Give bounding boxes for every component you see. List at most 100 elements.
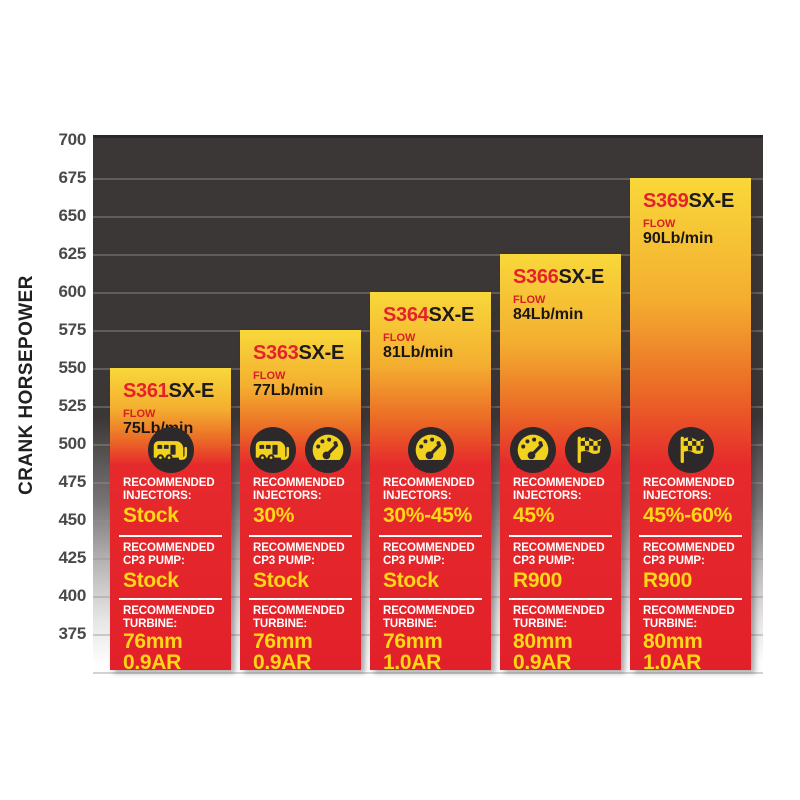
y-axis-label: 375 — [58, 624, 87, 643]
injectors-label: RECOMMENDED INJECTORS: — [383, 477, 475, 502]
divider — [249, 535, 352, 537]
injectors-value: 30% — [253, 504, 295, 527]
injectors-label: RECOMMENDED INJECTORS: — [253, 477, 345, 502]
divider — [639, 598, 742, 600]
model-name: S364SX-E — [383, 305, 483, 326]
model-prefix: S361 — [123, 380, 169, 402]
rv-icon — [147, 427, 194, 473]
flow-value: 77Lb/min — [253, 382, 324, 399]
divider — [119, 535, 222, 537]
y-axis-label: 450 — [58, 510, 87, 529]
y-axis-label: 675 — [58, 168, 87, 187]
icon-row — [630, 427, 751, 473]
turbine-label: RECOMMENDED TURBINE: — [383, 605, 475, 630]
icon-row — [240, 427, 361, 473]
y-axis-label: 575 — [58, 320, 87, 339]
flow-label: FLOW — [253, 370, 286, 382]
y-axis: 700 675 650 625 600 575 550 525 500 475 … — [0, 130, 87, 643]
y-axis-label: 400 — [58, 586, 87, 605]
model-suffix: SX-E — [688, 190, 735, 212]
gauge-icon — [407, 427, 454, 473]
gauge-icon — [305, 427, 351, 473]
injectors-value: 45% — [513, 504, 555, 527]
bar-s366sx-e: S366SX-E FLOW 84Lb/min — [500, 254, 621, 673]
divider — [639, 535, 742, 537]
bar-s363sx-e: S363SX-E FLOW 77Lb/min — [240, 330, 361, 674]
y-axis-label: 550 — [58, 358, 87, 377]
injectors-value: 45%-60% — [643, 504, 732, 527]
model-name: S366SX-E — [513, 267, 613, 288]
cp3-pump-label: RECOMMENDED CP3 PUMP: — [643, 542, 735, 567]
bar-header: S366SX-E FLOW 84Lb/min — [500, 254, 621, 324]
rv-icon — [250, 427, 296, 473]
y-axis-label: 600 — [58, 282, 87, 301]
injectors-label: RECOMMENDED INJECTORS: — [123, 477, 215, 502]
y-axis-label: 700 — [58, 130, 87, 149]
bar-s364sx-e: S364SX-E FLOW 81Lb/min RECOMMENDED INJECT… — [370, 292, 491, 674]
turbine-value: 76mm 0.9AR — [123, 630, 183, 674]
bar-specs: RECOMMENDED INJECTORS: 30%-45% RECOMMENDE… — [370, 425, 491, 674]
flow-label: FLOW — [123, 408, 156, 420]
bar-s369sx-e: S369SX-E FLOW 90Lb/min RECOMMENDED I — [630, 178, 751, 674]
gauge-icon — [510, 427, 556, 473]
model-suffix: SX-E — [168, 380, 215, 402]
flow-value: 90Lb/min — [643, 230, 714, 247]
flow-label: FLOW — [513, 294, 546, 306]
bar-header: S369SX-E FLOW 90Lb/min — [630, 178, 751, 248]
divider — [379, 535, 482, 537]
model-suffix: SX-E — [558, 266, 605, 288]
cp3-pump-value: Stock — [253, 569, 309, 592]
cp3-pump-label: RECOMMENDED CP3 PUMP: — [383, 542, 475, 567]
bar-specs: RECOMMENDED INJECTORS: 45%-60% RECOMMENDE… — [630, 425, 751, 674]
injectors-label: RECOMMENDED INJECTORS: — [513, 477, 605, 502]
divider — [509, 598, 612, 600]
turbine-value: 76mm 1.0AR — [383, 630, 443, 674]
divider — [119, 598, 222, 600]
injectors-label: RECOMMENDED INJECTORS: — [643, 477, 735, 502]
cp3-pump-label: RECOMMENDED CP3 PUMP: — [123, 542, 215, 567]
flow-value: 81Lb/min — [383, 344, 454, 361]
cp3-pump-label: RECOMMENDED CP3 PUMP: — [253, 542, 345, 567]
icon-row — [500, 427, 621, 473]
turbine-label: RECOMMENDED TURBINE: — [253, 605, 345, 630]
turbine-value: 80mm 1.0AR — [643, 630, 703, 674]
turbine-label: RECOMMENDED TURBINE: — [643, 605, 735, 630]
bar-s361sx-e: S361SX-E FLOW 75Lb/min RECOMMENDED INJECT… — [110, 368, 231, 674]
y-axis-label: 475 — [58, 472, 87, 491]
bar-header: S364SX-E FLOW 81Lb/min — [370, 292, 491, 362]
divider — [249, 598, 352, 600]
injectors-value: Stock — [123, 504, 179, 527]
cp3-pump-value: R900 — [513, 569, 563, 592]
model-prefix: S363 — [253, 342, 299, 364]
icon-row — [370, 427, 491, 473]
bar-header: S363SX-E FLOW 77Lb/min — [240, 330, 361, 400]
y-axis-label: 500 — [58, 434, 87, 453]
divider — [509, 535, 612, 537]
model-prefix: S364 — [383, 304, 429, 326]
model-name: S361SX-E — [123, 381, 223, 402]
y-axis-label: 425 — [58, 548, 87, 567]
cp3-pump-value: Stock — [383, 569, 439, 592]
model-suffix: SX-E — [428, 304, 475, 326]
divider — [379, 598, 482, 600]
icon-row — [110, 427, 231, 473]
flow-label: FLOW — [383, 332, 416, 344]
cp3-pump-value: R900 — [643, 569, 693, 592]
flow-label: FLOW — [643, 218, 676, 230]
flow-value: 84Lb/min — [513, 306, 584, 323]
bar-specs: RECOMMENDED INJECTORS: 45% RECOMMENDED CP3… — [500, 425, 621, 673]
model-name: S369SX-E — [643, 191, 743, 212]
turbine-value: 76mm 0.9AR — [253, 630, 313, 674]
y-axis-label: 650 — [58, 206, 87, 225]
cp3-pump-label: RECOMMENDED CP3 PUMP: — [513, 542, 605, 567]
cp3-pump-value: Stock — [123, 569, 179, 592]
turbine-label: RECOMMENDED TURBINE: — [513, 605, 605, 630]
bar-specs: RECOMMENDED INJECTORS: 30% RECOMMENDED CP3… — [240, 425, 361, 674]
model-prefix: S369 — [643, 190, 689, 212]
model-prefix: S366 — [513, 266, 559, 288]
y-axis-label: 525 — [58, 396, 87, 415]
bar-specs: RECOMMENDED INJECTORS: Stock RECOMMENDED C… — [110, 425, 231, 674]
y-axis-label: 625 — [58, 244, 87, 263]
checkered-flag-icon — [667, 427, 714, 473]
